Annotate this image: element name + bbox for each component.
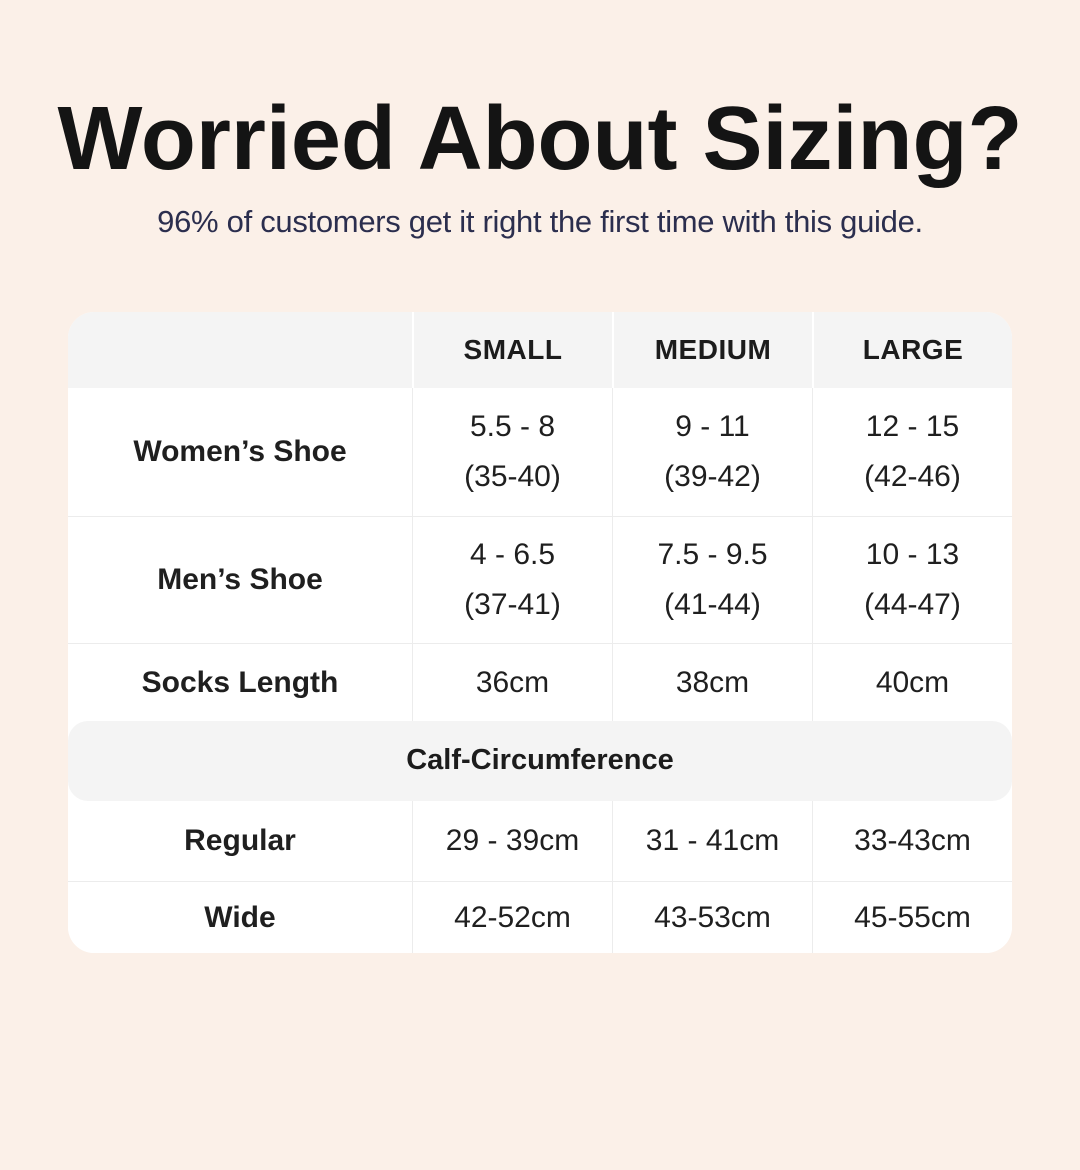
cell-socks-small: 36cm — [412, 643, 612, 721]
row-label-regular: Regular — [184, 824, 296, 858]
eu-size-range: (35-40) — [464, 460, 561, 494]
table-row-wide: Wide 42-52cm 43-53cm 45-55cm — [68, 880, 1012, 953]
eu-size-range: (41-44) — [664, 588, 761, 622]
cell-regular-medium: 31 - 41cm — [612, 800, 812, 881]
us-size-range: 5.5 - 8 — [469, 410, 556, 444]
page-title: Worried About Sizing? — [57, 89, 1023, 189]
us-size-range: 9 - 11 — [675, 410, 750, 444]
eu-size-range: (39-42) — [664, 460, 761, 494]
cell-mens-small: 4 - 6.5 (37-41) — [412, 516, 612, 643]
table-row-regular: Regular 29 - 39cm 31 - 41cm 33-43cm — [68, 800, 1012, 881]
cell-wide-large: 45-55cm — [812, 881, 1012, 953]
header-cell-empty — [68, 312, 412, 388]
eu-size-range: (42-46) — [864, 460, 961, 494]
table-row-socks-length: Socks Length 36cm 38cm 40cm — [68, 642, 1012, 721]
table-row-mens-shoe: Men’s Shoe 4 - 6.5 (37-41) 7.5 - 9.5 (41… — [68, 515, 1012, 643]
cell-womens-large: 12 - 15 (42-46) — [812, 387, 1012, 516]
us-size-range: 4 - 6.5 — [469, 538, 556, 572]
header-cell-small: SMALL — [412, 311, 612, 388]
section-header-calf-circumference: Calf-Circumference — [68, 720, 1012, 801]
cell-regular-large: 33-43cm — [812, 800, 1012, 881]
header-cell-large: LARGE — [812, 311, 1012, 388]
row-label-womens-shoe: Women’s Shoe — [133, 435, 347, 469]
row-label-socks-length: Socks Length — [141, 665, 339, 699]
us-size-range: 12 - 15 — [865, 410, 960, 444]
cell-wide-small: 42-52cm — [412, 881, 612, 953]
page-subtitle: 96% of customers get it right the first … — [157, 204, 923, 239]
size-chart-header-row: SMALL MEDIUM LARGE — [68, 311, 1012, 388]
row-label-mens-shoe: Men’s Shoe — [157, 563, 323, 597]
sizing-guide-infographic: Worried About Sizing? 96% of customers g… — [0, 90, 1080, 953]
cell-socks-medium: 38cm — [612, 643, 812, 721]
table-row-womens-shoe: Women’s Shoe 5.5 - 8 (35-40) 9 - 11 (39-… — [68, 387, 1012, 516]
us-size-range: 10 - 13 — [865, 538, 960, 572]
us-size-range: 7.5 - 9.5 — [657, 538, 768, 572]
cell-mens-large: 10 - 13 (44-47) — [812, 516, 1012, 643]
cell-womens-small: 5.5 - 8 (35-40) — [412, 387, 612, 516]
cell-socks-large: 40cm — [812, 643, 1012, 721]
header-cell-medium: MEDIUM — [612, 311, 812, 388]
row-label-wide: Wide — [204, 900, 276, 934]
cell-mens-medium: 7.5 - 9.5 (41-44) — [612, 516, 812, 643]
cell-womens-medium: 9 - 11 (39-42) — [612, 387, 812, 516]
eu-size-range: (37-41) — [464, 588, 561, 622]
cell-wide-medium: 43-53cm — [612, 881, 812, 953]
size-chart-table: SMALL MEDIUM LARGE Women’s Shoe 5.5 - 8 … — [68, 311, 1012, 953]
cell-regular-small: 29 - 39cm — [412, 800, 612, 881]
eu-size-range: (44-47) — [864, 588, 961, 622]
